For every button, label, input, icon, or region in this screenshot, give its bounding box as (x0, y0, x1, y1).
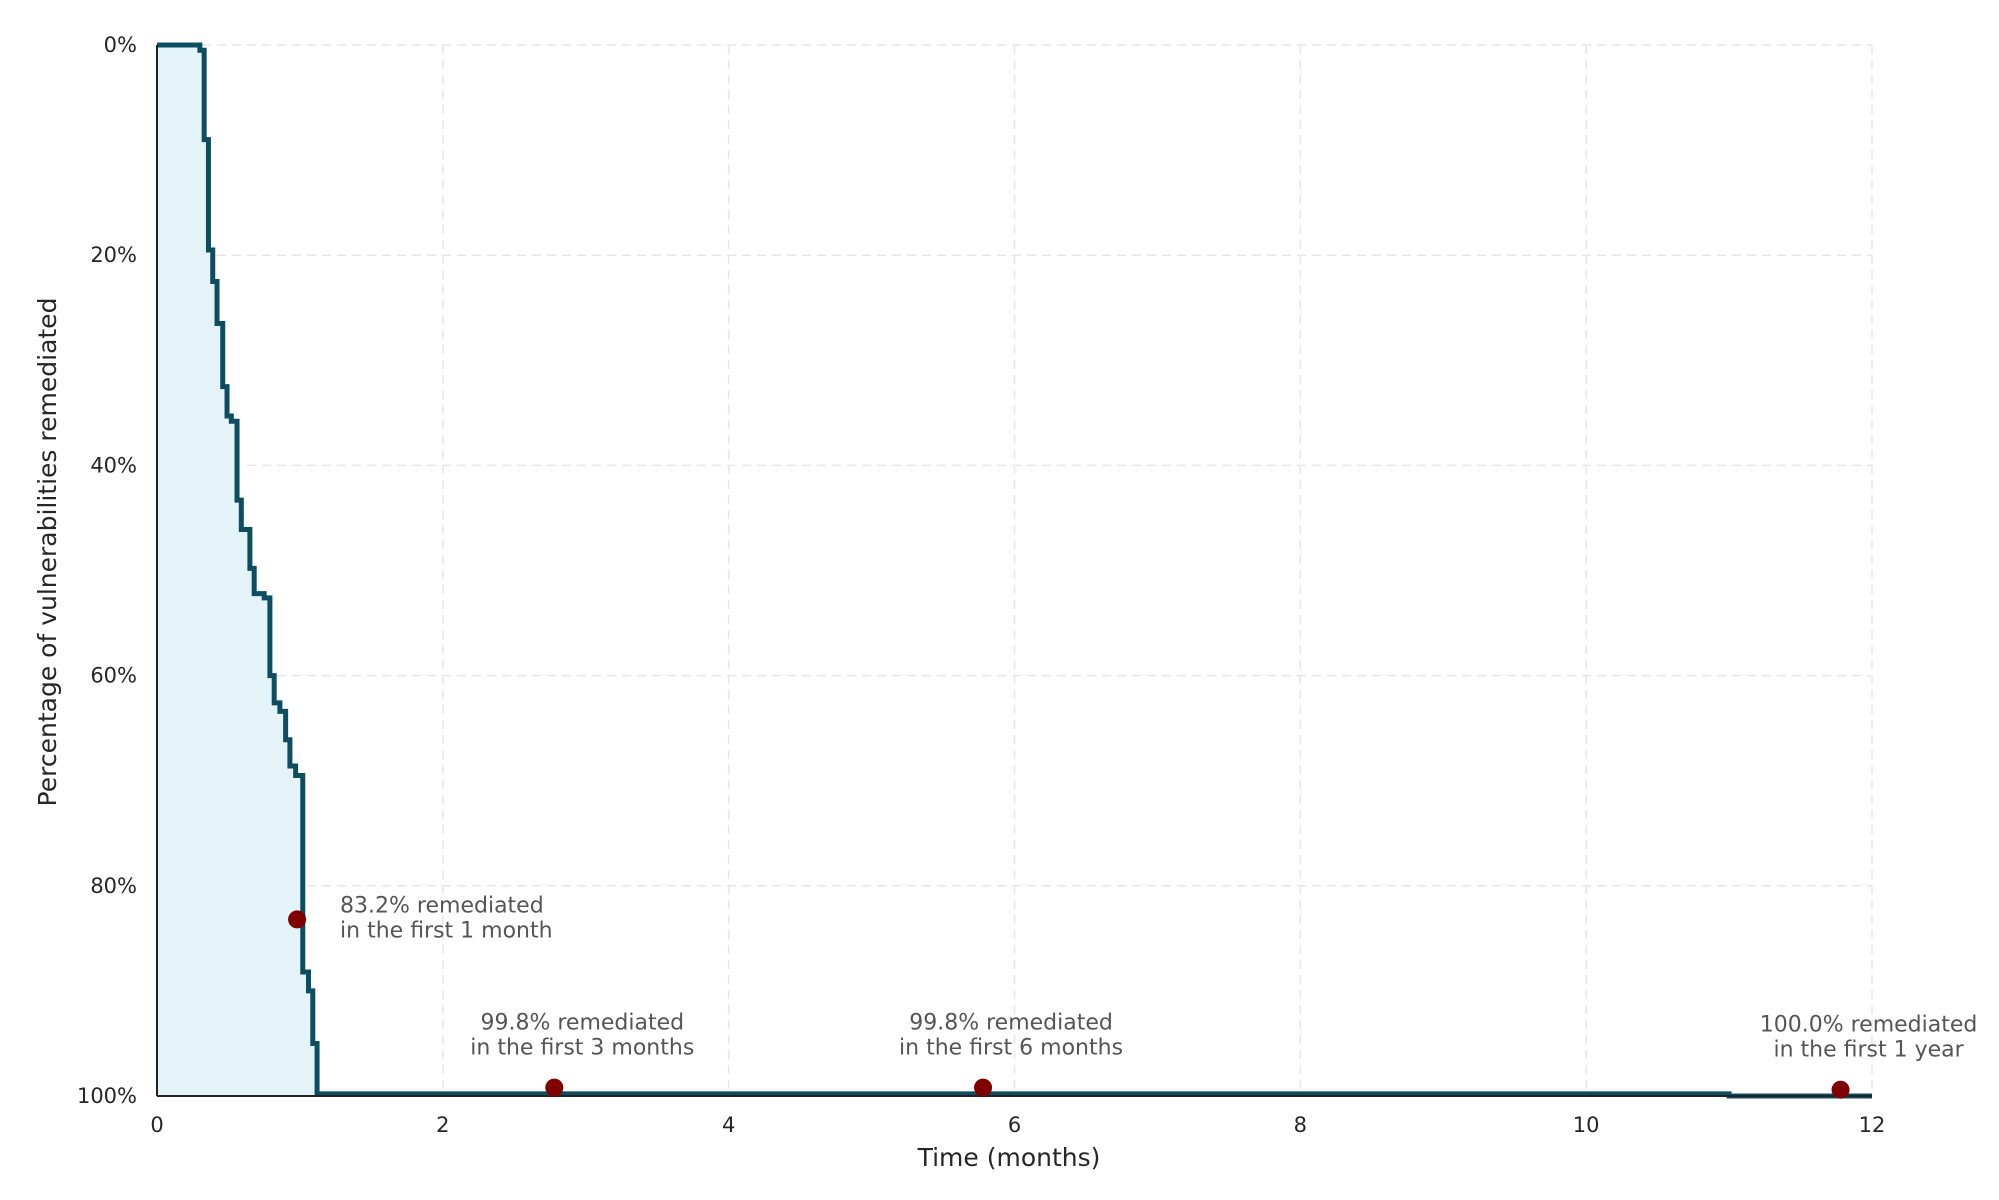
y-axis-label: Percentage of vulnerabilities remediated (33, 298, 62, 807)
milestone-label-line1: 99.8% remediated (909, 1011, 1113, 1036)
y-tick-label: 80% (90, 874, 137, 898)
x-tick-label: 6 (1008, 1113, 1021, 1137)
y-tick-label: 0% (104, 33, 137, 57)
x-tick-label: 2 (436, 1113, 449, 1137)
milestone-label-line1: 100.0% remediated (1760, 1013, 1978, 1038)
y-tick-label: 40% (90, 453, 137, 477)
milestone-label-line1: 99.8% remediated (480, 1011, 684, 1036)
y-tick-label: 20% (90, 243, 137, 267)
milestone-label-line2: in the first 1 year (1773, 1038, 1964, 1063)
line-layer (157, 42, 1872, 1099)
milestone-marker (545, 1078, 564, 1097)
axis-layer: 0 2 4 6 8 10 12 0% 20% 40% 60% 80% 100% (77, 33, 1885, 1137)
x-tick-label: 0 (150, 1113, 163, 1137)
y-tick-label: 100% (77, 1084, 137, 1108)
milestone-marker (1831, 1080, 1850, 1099)
milestone-label-line2: in the first 6 months (899, 1036, 1123, 1061)
x-axis-label: Time (months) (917, 1143, 1101, 1172)
milestone-label-line2: in the first 1 month (340, 918, 553, 943)
x-tick-label: 10 (1573, 1113, 1600, 1137)
milestone-marker (974, 1078, 993, 1097)
x-tick-label: 4 (722, 1113, 735, 1137)
marker-layer (288, 910, 1850, 1099)
remediation-step-line (157, 42, 1872, 1099)
milestone-label-line2: in the first 3 months (470, 1036, 694, 1061)
grid-layer (157, 44, 1873, 1096)
y-tick-label: 60% (90, 664, 137, 688)
milestone-marker (288, 910, 307, 929)
milestone-label-line1: 83.2% remediated (340, 893, 544, 918)
x-tick-label: 8 (1294, 1113, 1307, 1137)
x-tick-label: 12 (1859, 1113, 1886, 1137)
